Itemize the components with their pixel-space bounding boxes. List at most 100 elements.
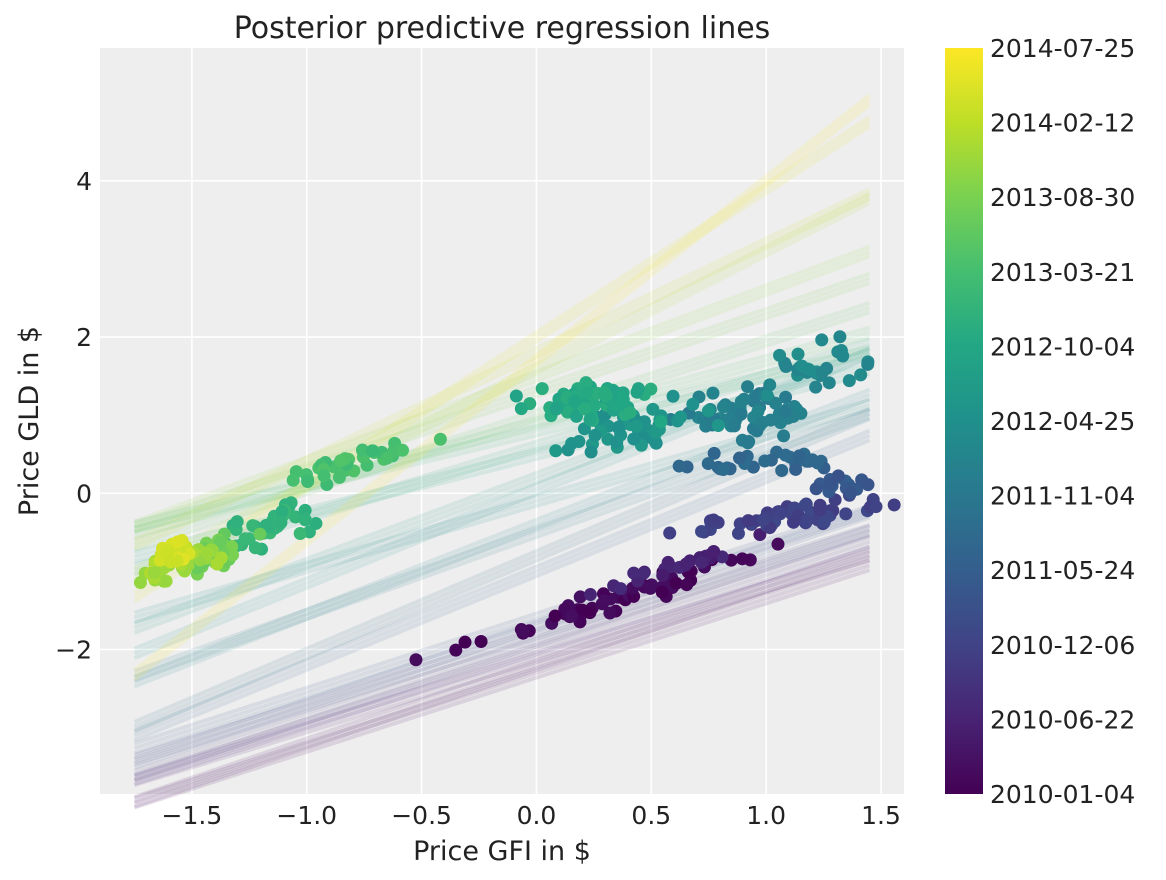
scatter-point <box>843 486 857 500</box>
scatter-point <box>583 606 597 620</box>
scatter-point <box>649 436 663 450</box>
scatter-point <box>791 347 805 361</box>
scatter-point <box>733 451 747 465</box>
scatter-point <box>815 333 829 347</box>
scatter-point <box>253 527 267 541</box>
scatter-point <box>516 624 530 638</box>
scatter-point <box>298 513 312 527</box>
scatter-point <box>583 413 597 427</box>
regression-line <box>133 524 871 773</box>
scatter-point <box>731 526 745 540</box>
scatter-point <box>674 410 688 424</box>
scatter-point <box>769 396 783 410</box>
regression-line <box>133 276 871 531</box>
regression-line <box>133 554 871 809</box>
scatter-point <box>764 413 778 427</box>
scatter-point <box>246 519 260 533</box>
scatter-point <box>654 415 668 429</box>
scatter-point <box>775 464 789 478</box>
scatter-point <box>643 581 657 595</box>
scatter-point <box>836 349 850 363</box>
scatter-point <box>611 421 625 435</box>
scatter-point <box>162 543 176 557</box>
scatter-point <box>598 594 612 608</box>
scatter-point <box>210 557 224 571</box>
scatter-point <box>288 510 302 524</box>
colorbar-tick-label: 2011-11-04 <box>990 482 1135 511</box>
scatter-point <box>597 385 611 399</box>
scatter-point <box>707 545 721 559</box>
regression-line <box>133 506 871 760</box>
scatter-point <box>695 555 709 569</box>
regression-line <box>133 330 871 535</box>
scatter-point <box>789 462 803 476</box>
scatter-point <box>627 432 641 446</box>
x-tick-label: −0.5 <box>391 801 452 830</box>
scatter-point <box>637 566 651 580</box>
regression-line <box>133 558 871 787</box>
colorbar-tick-label: 2010-06-22 <box>990 705 1135 734</box>
scatter-point <box>887 498 901 512</box>
colorbar-tick-label: 2010-01-04 <box>990 780 1135 809</box>
regression-line <box>133 528 871 778</box>
regression-line <box>133 192 871 546</box>
regression-line <box>133 428 871 733</box>
regression-line <box>133 508 871 751</box>
scatter-point <box>248 541 262 555</box>
regression-line <box>133 187 871 542</box>
scatter-point <box>805 453 819 467</box>
scatter-point <box>549 444 563 458</box>
scatter-point <box>831 469 845 483</box>
regression-line <box>133 196 871 576</box>
colorbar-tick-label: 2014-02-12 <box>990 109 1135 138</box>
scatter-point <box>757 512 771 526</box>
scatter-point <box>861 357 875 371</box>
scatter-point <box>839 507 853 521</box>
scatter-point <box>727 419 741 433</box>
regression-line <box>133 310 871 552</box>
regression-line <box>133 568 871 810</box>
scatter-point <box>433 432 447 446</box>
scatter-point <box>800 513 814 527</box>
regression-line <box>133 563 871 805</box>
colorbar-tick-label: 2012-10-04 <box>990 332 1135 361</box>
scatter-point <box>616 393 630 407</box>
scatter-point <box>771 537 785 551</box>
scatter-point <box>758 454 772 468</box>
scatter-point <box>777 429 791 443</box>
scatter-point <box>779 390 793 404</box>
chart-title: Posterior predictive regression lines <box>234 11 771 46</box>
scatter-point <box>583 588 597 602</box>
regression-line <box>133 532 871 767</box>
scatter-point <box>309 516 323 530</box>
scatter-point <box>298 503 312 517</box>
scatter-point <box>355 443 369 457</box>
regression-line <box>133 548 871 778</box>
scatter-point <box>629 419 643 433</box>
scatter-point <box>164 555 178 569</box>
scatter-point <box>588 428 602 442</box>
scatter-point <box>742 435 756 449</box>
scatter-point <box>813 503 827 517</box>
scatter-point <box>409 653 423 667</box>
scatter-point <box>588 398 602 412</box>
regression-line <box>133 527 871 762</box>
scatter-point <box>275 504 289 518</box>
colorbar-tick-label: 2011-05-24 <box>990 556 1135 585</box>
regression-line <box>133 98 871 677</box>
scatter-point <box>649 425 663 439</box>
scatter-point <box>603 606 617 620</box>
scatter-point <box>214 535 228 549</box>
scatter-point <box>707 446 721 460</box>
scatter-point <box>565 609 579 623</box>
scatter-point <box>614 582 628 596</box>
y-tick-label: 4 <box>76 167 92 196</box>
scatter-point <box>802 363 816 377</box>
regression-line <box>133 545 871 800</box>
scatter-point <box>535 382 549 396</box>
x-tick-label: 1.5 <box>861 801 901 830</box>
colorbar-tick-label: 2013-08-30 <box>990 183 1135 212</box>
regression-line <box>133 535 871 777</box>
scatter-point <box>760 388 774 402</box>
